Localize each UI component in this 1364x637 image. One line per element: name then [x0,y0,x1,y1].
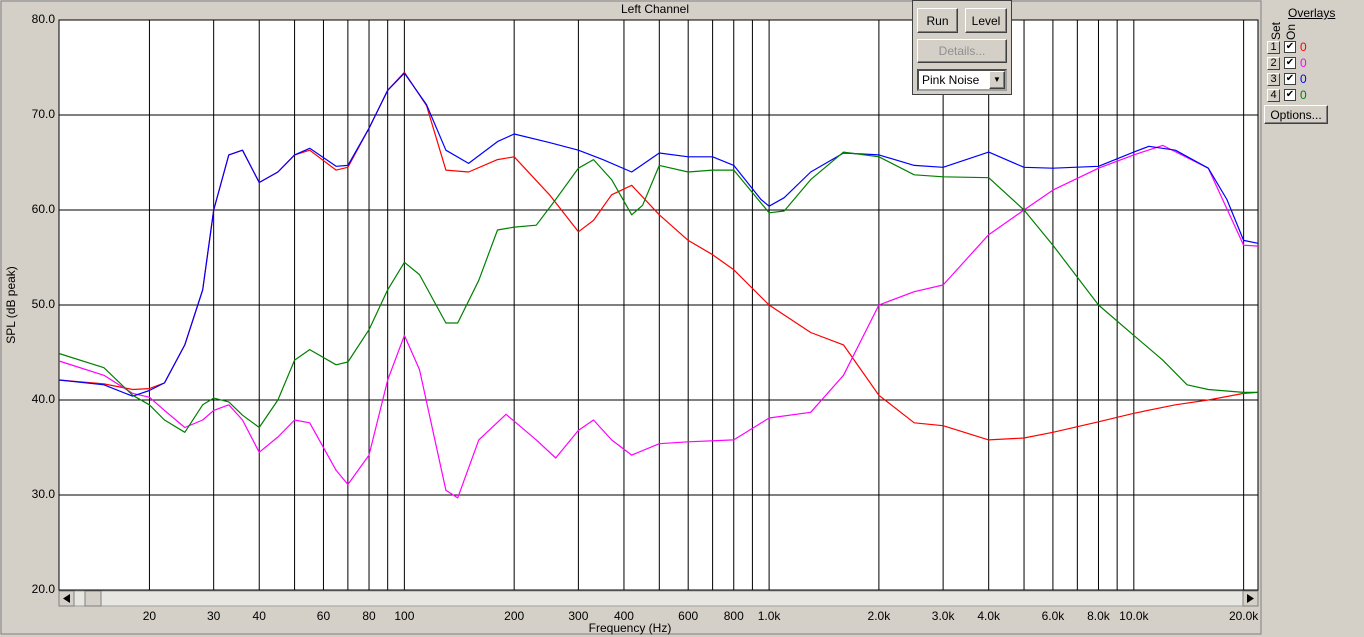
x-tick-label: 40 [253,609,267,623]
scroll-track [58,590,1259,607]
overlay-checkbox[interactable]: ✔ [1284,73,1296,85]
y-tick-label: 30.0 [32,487,56,501]
x-tick-label: 6.0k [1042,609,1066,623]
control-panel: Run Level Details... Pink Noise ▼ [912,0,1012,95]
set-button[interactable]: 2 [1267,57,1280,70]
x-tick-label: 30 [207,609,221,623]
dropdown-value: Pink Noise [922,73,980,87]
overlay-value: 0 [1300,88,1307,102]
arrow [1247,594,1254,603]
dropdown-arrow[interactable]: ▼ [989,71,1005,89]
overlays-title: Overlays [1288,6,1336,20]
run-button[interactable]: Run [917,8,958,33]
y-tick-label: 60.0 [32,202,56,216]
y-axis-label: SPL (dB peak) [4,266,18,344]
overlay-value: 0 [1300,56,1307,70]
scrollbar[interactable] [58,590,1259,607]
x-axis-label: Frequency (Hz) [589,621,672,635]
scroll-thumb[interactable] [84,590,102,607]
x-tick-label: 20.0k [1229,609,1259,623]
overlay-checkbox[interactable]: ✔ [1284,57,1296,69]
y-tick-label: 50.0 [32,297,56,311]
series-line [58,72,1259,397]
x-tick-label: 4.0k [977,609,1001,623]
x-tick-label: 10.0k [1119,609,1149,623]
options-button[interactable]: Options... [1264,105,1328,124]
x-tick-label: 1.0k [758,609,782,623]
x-tick-label: 20 [143,609,157,623]
set-button[interactable]: 1 [1267,41,1280,54]
series-line [58,151,1258,433]
y-tick-label: 70.0 [32,107,56,121]
y-tick-label: 20.0 [32,582,56,596]
x-tick-label: 80 [362,609,376,623]
y-tick-label: 80.0 [32,12,56,26]
set-button[interactable]: 4 [1267,89,1280,102]
grid [59,19,1258,591]
x-tick-label: 400 [614,609,634,623]
x-tick-label: 600 [678,609,698,623]
overlay-panel: Overlays Set On 1 ✔ 0 2 ✔ 0 3 ✔ 0 4 ✔ 0 Options... [1262,0,1364,130]
x-tick-label: 2.0k [868,609,892,623]
overlay-checkbox[interactable]: ✔ [1284,89,1296,101]
details-button[interactable]: Details... [917,39,1007,63]
x-tick-label: 300 [568,609,588,623]
x-tick-label: 60 [317,609,331,623]
x-tick-label: 8.0k [1087,609,1111,623]
set-button[interactable]: 3 [1267,73,1280,86]
series-line [58,144,1259,499]
x-tick-label: 200 [504,609,524,623]
x-tick-label: 800 [724,609,744,623]
arrow [63,594,70,603]
x-tick-label: 100 [394,609,414,623]
level-button[interactable]: Level [965,8,1007,33]
overlay-checkbox[interactable]: ✔ [1284,41,1296,53]
chart-title: Left Channel [621,2,689,16]
set-header: Set [1269,21,1283,40]
x-tick-label: 3.0k [932,609,956,623]
y-tick-label: 40.0 [32,392,56,406]
overlay-value: 0 [1300,72,1307,86]
on-header: On [1284,23,1298,40]
signal-dropdown[interactable]: Pink Noise ▼ [917,69,1007,91]
overlay-value: 0 [1300,40,1307,54]
